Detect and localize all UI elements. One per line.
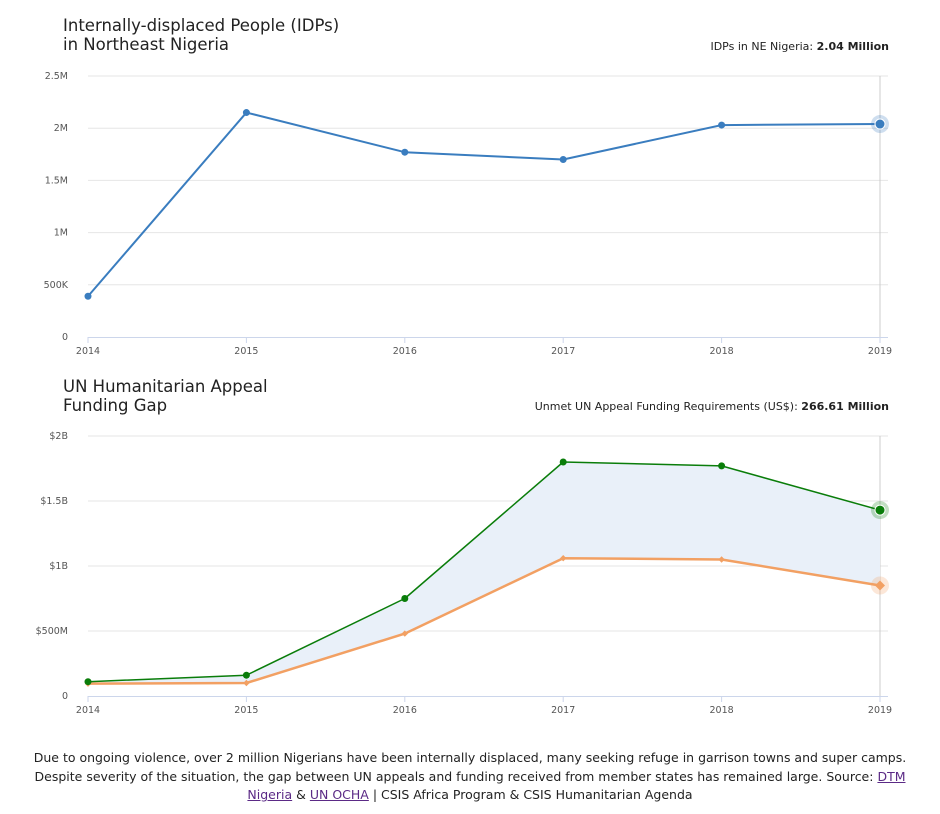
- funding-gap-readout: Unmet UN Appeal Funding Requirements (US…: [535, 400, 889, 413]
- idp-chart-title-line2: in Northeast Nigeria: [63, 35, 230, 54]
- idp-chart: Internally-displaced People (IDPs) in No…: [0, 0, 940, 370]
- idp-x-tick-label: 2015: [234, 346, 258, 357]
- caption-text-1: Due to ongoing violence, over 2 million …: [33, 750, 907, 784]
- idp-readout-value: 2.04 Million: [816, 40, 889, 53]
- idp-series-point: [874, 118, 886, 130]
- idp-y-tick-label: 1M: [54, 228, 68, 239]
- idp-x-tick-label: 2014: [76, 346, 100, 357]
- gap-y-tick-label: 0: [62, 691, 68, 702]
- caption-text-2: &: [292, 787, 310, 802]
- gap-y-tick-label: $2B: [49, 431, 68, 442]
- chart-caption: Due to ongoing violence, over 2 million …: [20, 749, 920, 805]
- funding-series-point: [718, 556, 725, 563]
- idp-chart-title: Internally-displaced People (IDPs) in No…: [63, 16, 339, 54]
- funding-series-line: [87, 556, 881, 685]
- idp-series-point: [559, 156, 567, 164]
- idp-readout: IDPs in NE Nigeria: 2.04 Million: [710, 40, 889, 53]
- gap-x-tick-label: 2019: [868, 705, 892, 716]
- idp-x-tick-label: 2017: [551, 346, 575, 357]
- gap-x-tick-label: 2018: [710, 705, 734, 716]
- gap-y-tick-label: $1B: [49, 561, 68, 572]
- funding-gap-readout-value: 266.61 Million: [801, 400, 889, 413]
- funding-series-point: [560, 555, 567, 562]
- idp-series-point: [718, 121, 726, 129]
- idp-readout-label: IDPs in NE Nigeria:: [710, 40, 814, 53]
- appeal-series-point: [874, 504, 886, 516]
- appeal-series-point: [401, 595, 409, 602]
- gap-y-tick-label: $1.5B: [40, 496, 68, 507]
- funding-gap-chart-plot[interactable]: 0 $500M $1B $1.5B $2B 2014 2015 2016 2017 2018 201…: [0, 370, 940, 728]
- funding-series-point: [243, 679, 250, 687]
- idp-chart-title-line1: Internally-displaced People (IDPs): [63, 16, 340, 35]
- funding-gap-title-line1: UN Humanitarian Appeal: [63, 377, 268, 396]
- idp-y-tick-label: 2M: [54, 123, 68, 134]
- gap-x-tick-label: 2016: [393, 705, 417, 716]
- funding-gap-chart-title: UN Humanitarian Appeal Funding Gap: [63, 377, 268, 415]
- idp-series-point: [242, 109, 250, 117]
- gap-x-tick-label: 2017: [551, 705, 575, 716]
- appeal-series-point: [84, 678, 92, 686]
- appeal-series-point: [559, 458, 567, 466]
- funding-series-point: [401, 630, 408, 637]
- idp-x-tick-label: 2018: [710, 346, 734, 357]
- idp-chart-plot[interactable]: 0 500K 1M 1.5M 2M 2.5M 2014 2015 2016 2017 2018 201…: [0, 0, 940, 370]
- idp-x-tick-label: 2019: [868, 346, 892, 357]
- appeal-series-point: [242, 671, 250, 679]
- funding-gap-chart: UN Humanitarian Appeal Funding Gap Unmet…: [0, 370, 940, 728]
- gap-x-tick-label: 2015: [234, 705, 258, 716]
- idp-y-tick-label: 1.5M: [45, 175, 68, 186]
- gap-x-tick-label: 2014: [76, 705, 100, 716]
- idp-y-tick-label: 0: [62, 332, 68, 343]
- funding-gap-readout-label: Unmet UN Appeal Funding Requirements (US…: [534, 400, 798, 413]
- appeal-series-point: [718, 462, 726, 470]
- idp-y-tick-label: 500K: [44, 280, 69, 291]
- idp-x-tick-label: 2016: [393, 346, 417, 357]
- funding-gap-title-line2: Funding Gap: [63, 396, 168, 415]
- idp-series-line: [87, 111, 881, 297]
- un-ocha-link[interactable]: UN OCHA: [309, 787, 369, 802]
- gap-y-tick-label: $500M: [36, 626, 68, 637]
- funding-series-point: [875, 580, 885, 591]
- appeal-series-line: [87, 461, 881, 683]
- funding-gap-area: [88, 462, 880, 684]
- dtm-nigeria-link[interactable]: DTM Nigeria: [247, 768, 906, 803]
- idp-y-tick-label: 2.5M: [45, 71, 68, 82]
- caption-text-3: | CSIS Africa Program & CSIS Humanitaria…: [368, 787, 693, 802]
- idp-series-point: [84, 292, 92, 300]
- idp-series-point: [401, 148, 409, 156]
